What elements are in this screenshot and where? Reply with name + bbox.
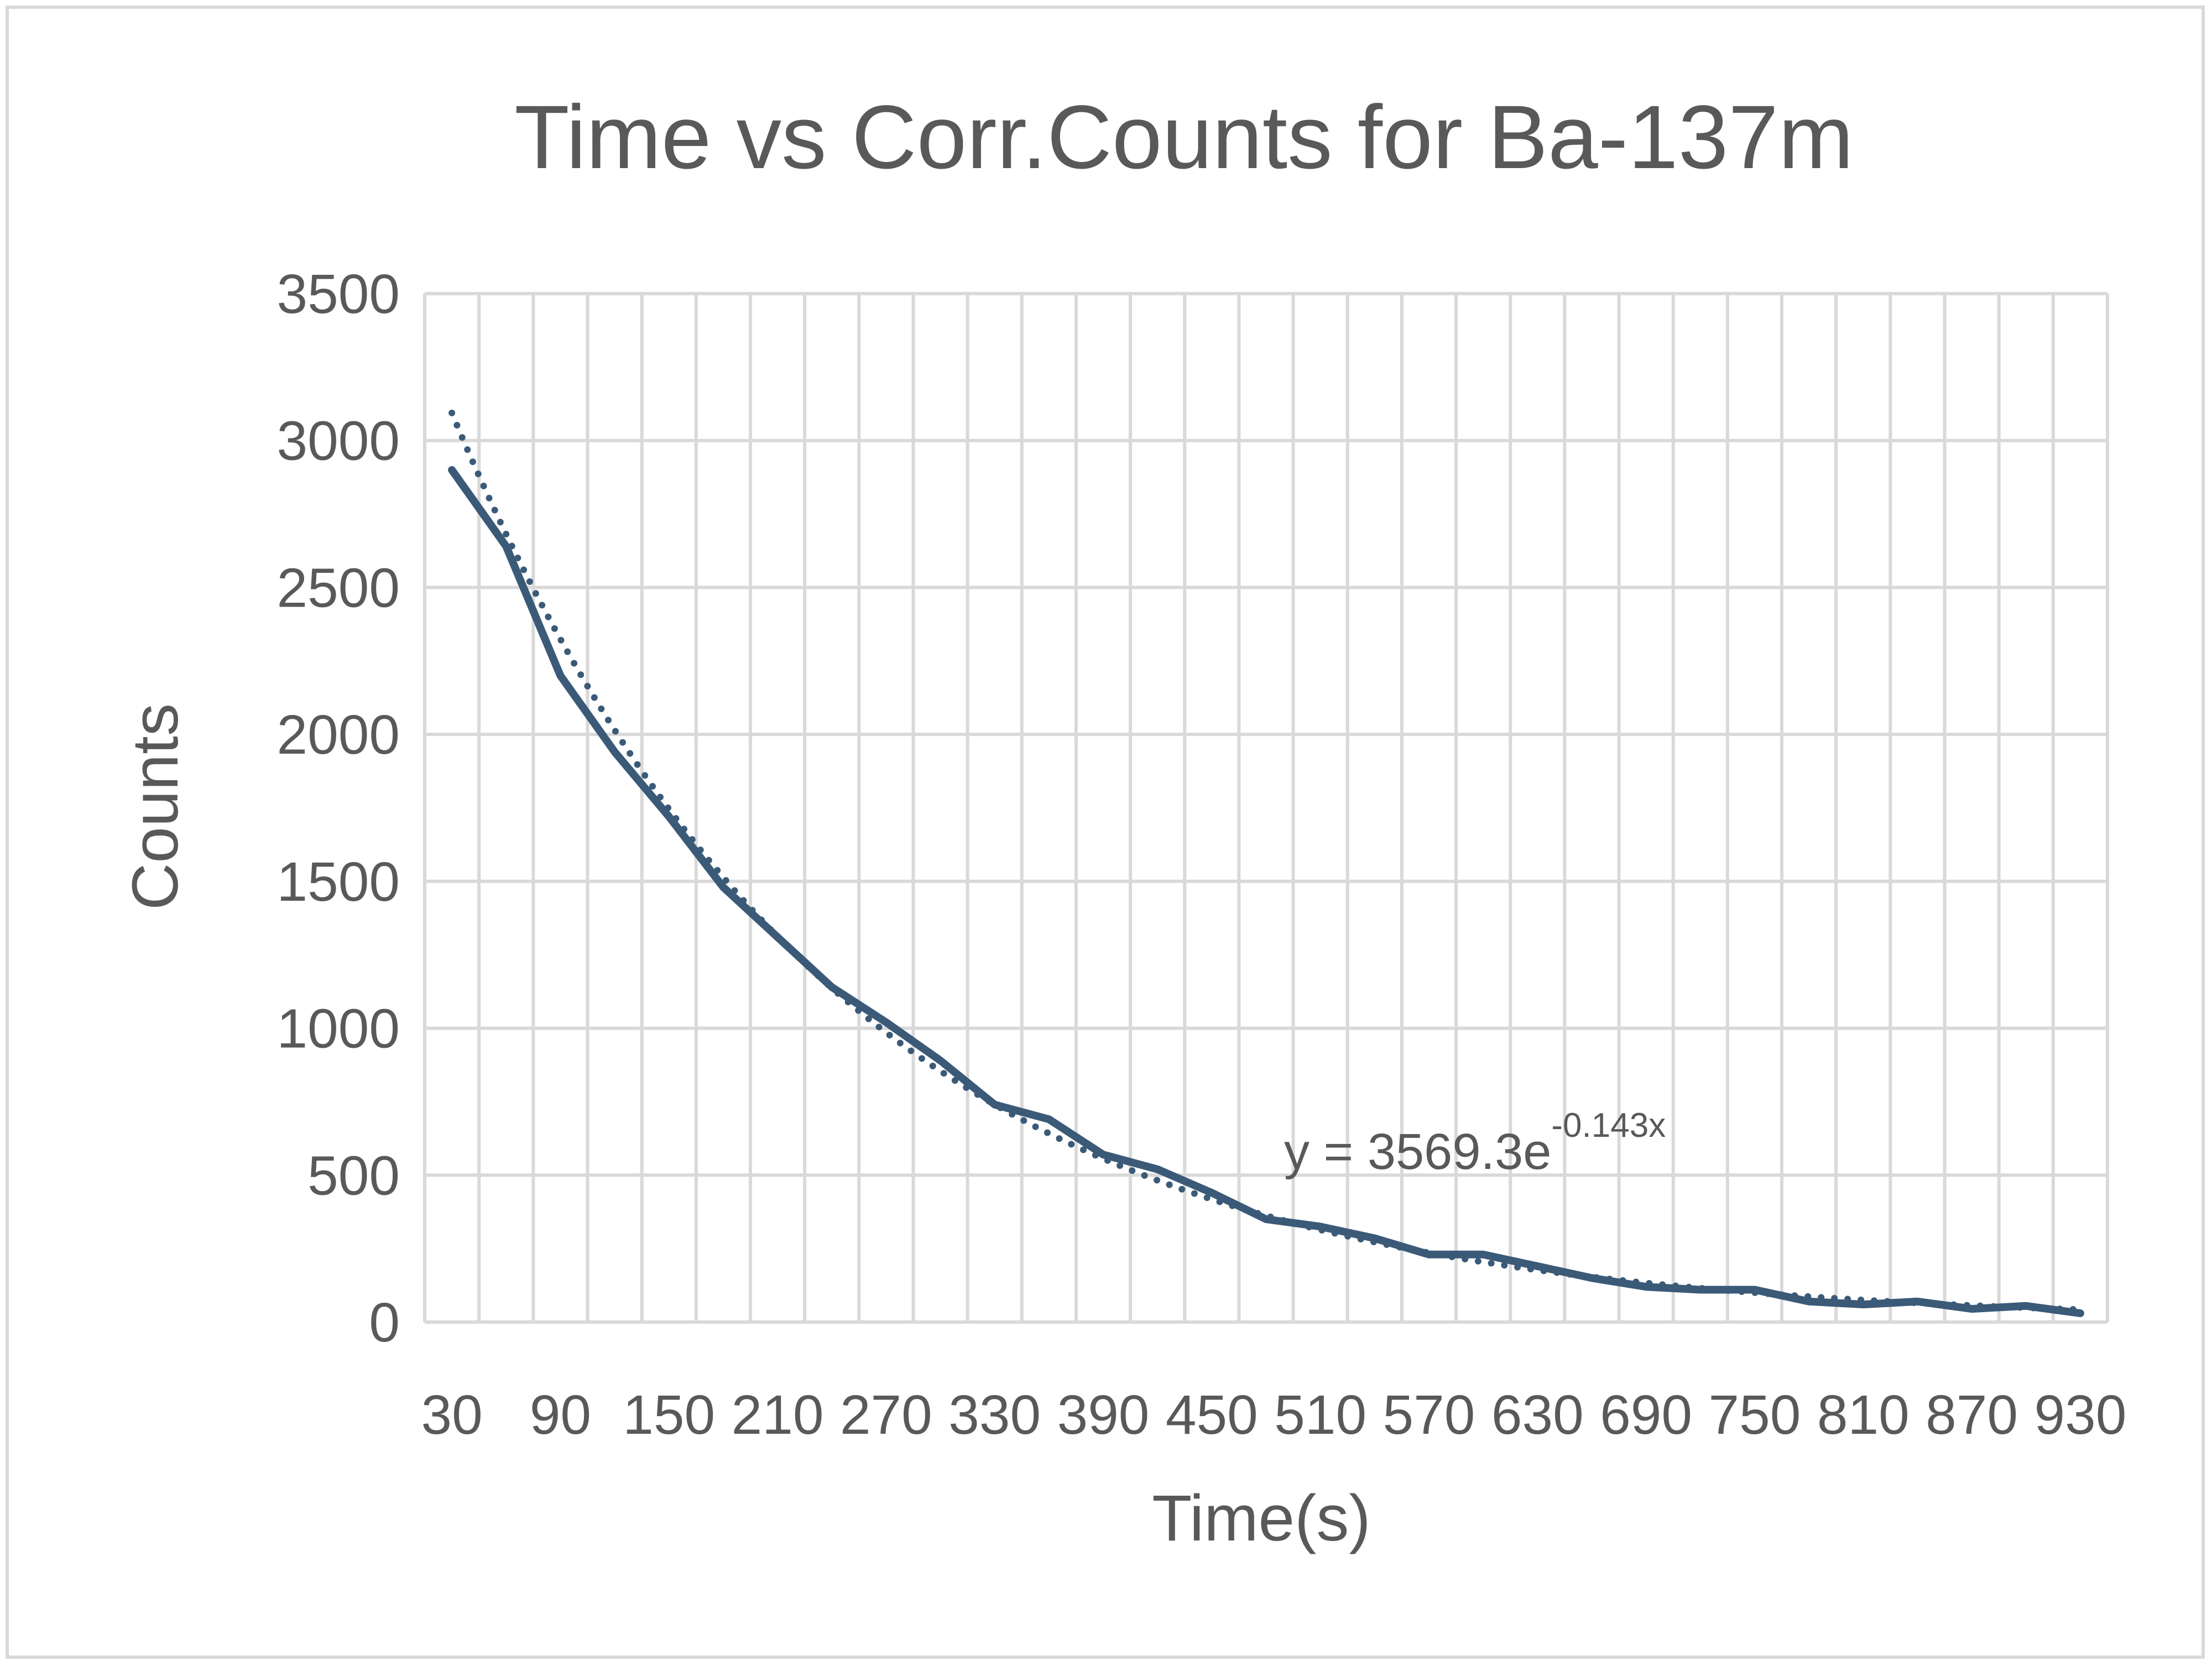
x-tick-label: 810 (1817, 1384, 1910, 1446)
y-tick-label: 500 (307, 1145, 400, 1207)
data-point (1699, 1288, 1702, 1291)
data-point (1482, 1253, 1485, 1256)
data-point (1916, 1300, 1919, 1303)
data-point (667, 815, 670, 818)
x-tick-label: 630 (1491, 1384, 1584, 1446)
x-tick-label: 150 (623, 1384, 715, 1446)
data-point (1645, 1286, 1647, 1288)
data-point (1753, 1288, 1756, 1291)
x-tick-label: 30 (421, 1384, 482, 1446)
x-tick-label: 510 (1274, 1384, 1366, 1446)
chart-frame: Time vs Corr.Counts for Ba-137m 0 500 1000… (6, 6, 2205, 1659)
equation-exponent: -0.143x (1551, 1106, 1666, 1145)
data-point (1265, 1218, 1267, 1220)
x-tick-label: 930 (2034, 1384, 2126, 1446)
data-point (2079, 1312, 2081, 1315)
y-tick-label: 2000 (277, 704, 400, 766)
x-tick-label: 570 (1383, 1384, 1475, 1446)
data-point (1102, 1153, 1105, 1156)
data-point (1590, 1277, 1593, 1279)
grid (423, 292, 2109, 1324)
x-axis-title: Time(s) (1152, 1482, 1370, 1555)
data-point (885, 1021, 888, 1023)
data-point (776, 936, 779, 938)
data-point (1047, 1118, 1050, 1121)
y-tick-label: 1500 (277, 851, 400, 913)
data-point (1427, 1253, 1430, 1256)
trendline-equation: y = 3569.3e-0.143x (1284, 1106, 1666, 1180)
data-point (451, 468, 453, 471)
y-tick-label: 3000 (277, 410, 400, 472)
trendline (448, 409, 2084, 1313)
y-axis-title: Counts (119, 703, 192, 910)
data-point (939, 1059, 942, 1062)
data-point (505, 545, 508, 548)
x-tick-labels: 30 90 150 210 270 330 390 450 510 570 630 690 750 810… (421, 1384, 2126, 1446)
data-points (451, 468, 2081, 1315)
x-tick-label: 870 (1926, 1384, 2018, 1446)
data-point (1319, 1225, 1322, 1228)
data-point (613, 751, 616, 754)
data-point (559, 674, 562, 677)
data-point (1536, 1265, 1539, 1268)
data-point (1156, 1168, 1159, 1171)
x-tick-label: 330 (948, 1384, 1041, 1446)
data-point (1808, 1300, 1811, 1303)
data-point (722, 886, 724, 889)
x-tick-label: 270 (840, 1384, 932, 1446)
y-tick-label: 0 (369, 1292, 400, 1354)
x-tick-label: 690 (1600, 1384, 1692, 1446)
data-point (831, 986, 833, 989)
equation-base: y = 3569.3e (1284, 1124, 1551, 1180)
y-tick-label: 1000 (277, 998, 400, 1060)
chart-svg: Time vs Corr.Counts for Ba-137m 0 500 1000… (119, 86, 2126, 1555)
data-point (1862, 1303, 1865, 1306)
y-tick-labels: 0 500 1000 1500 2000 2500 3000 3500 (277, 263, 400, 1354)
y-tick-label: 3500 (277, 263, 400, 325)
data-point (993, 1103, 996, 1106)
x-tick-label: 390 (1057, 1384, 1150, 1446)
chart-title: Time vs Corr.Counts for Ba-137m (514, 86, 1854, 187)
x-tick-label: 750 (1709, 1384, 1801, 1446)
x-tick-label: 450 (1166, 1384, 1258, 1446)
data-point (1970, 1308, 1973, 1310)
data-point (2025, 1304, 2027, 1307)
x-tick-label: 210 (732, 1384, 824, 1446)
data-point (1373, 1237, 1376, 1240)
y-tick-label: 2500 (277, 557, 400, 619)
data-point (1211, 1192, 1213, 1194)
x-tick-label: 90 (530, 1384, 591, 1446)
